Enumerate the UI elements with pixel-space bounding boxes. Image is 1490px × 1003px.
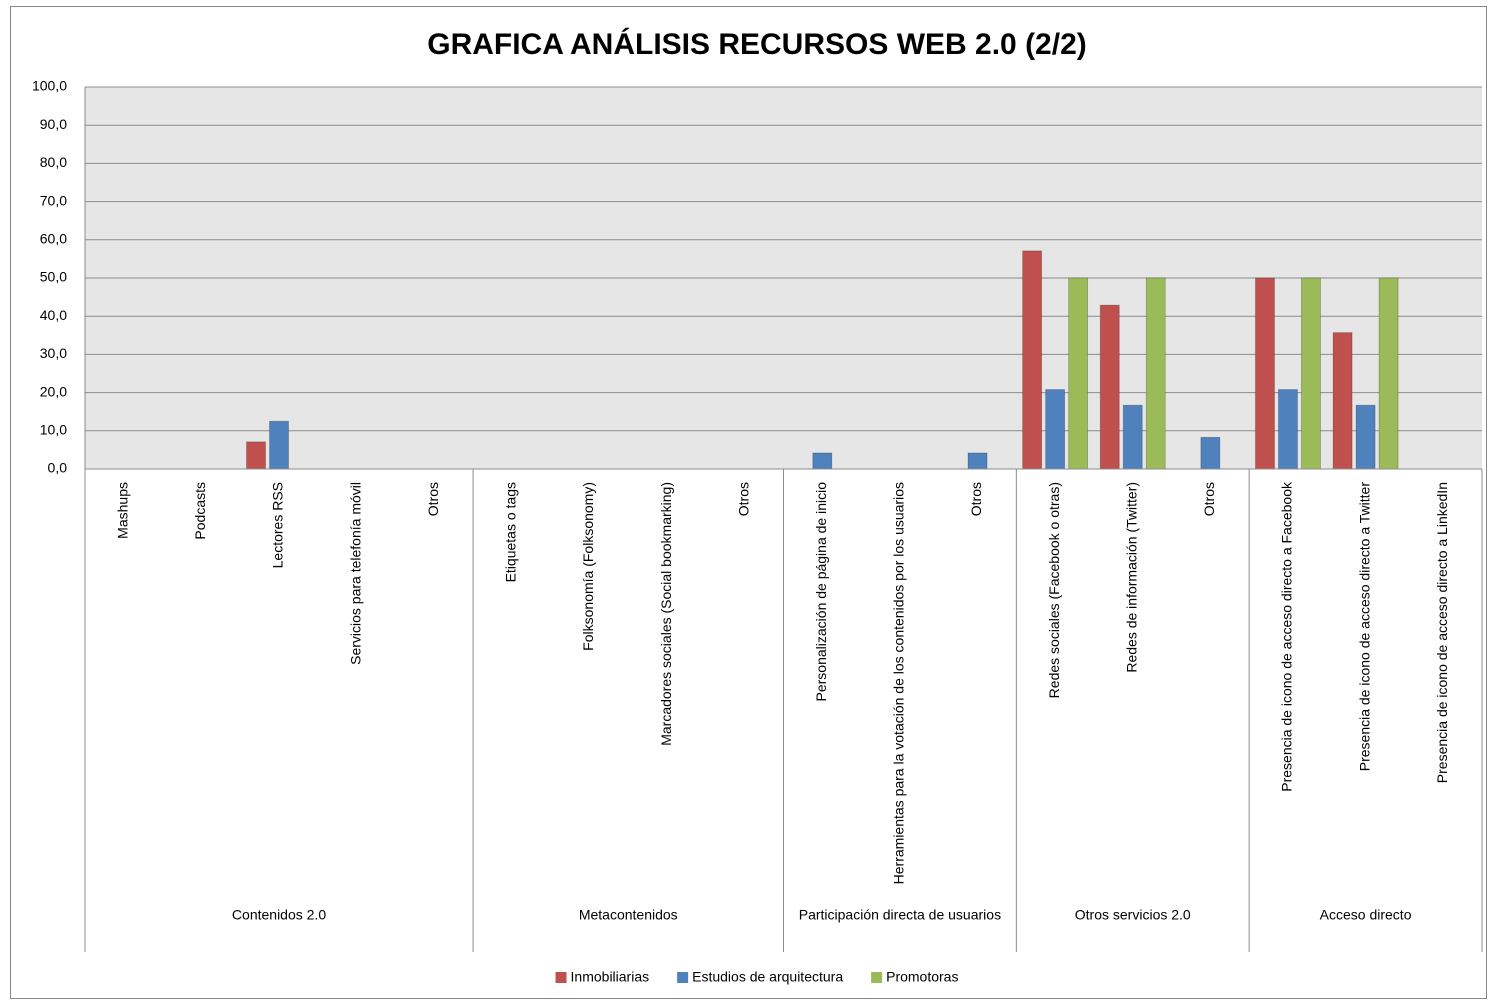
bar (1255, 277, 1275, 470)
legend-swatch (555, 972, 567, 983)
x-tick-label: Otros (735, 482, 751, 516)
bar (1145, 277, 1166, 470)
y-tick-label: 0,0 (48, 460, 68, 476)
group-label: Metacontenidos (579, 907, 678, 923)
x-tick-label: Redes sociales (Facebook o otras) (1046, 482, 1062, 698)
bar (967, 452, 988, 470)
y-tick-label: 80,0 (40, 154, 67, 170)
bar (1122, 404, 1143, 470)
x-tick-label: Podcasts (192, 482, 208, 540)
y-tick-label: 40,0 (40, 307, 67, 323)
x-tick-label: Presencia de icono de acceso directo a T… (1356, 482, 1372, 772)
x-tick-label: Otros (968, 482, 984, 516)
legend-label: Estudios de arquitectura (692, 969, 843, 985)
y-tick-label: 60,0 (40, 231, 67, 247)
y-tick-label: 100,0 (32, 78, 67, 94)
x-tick-label: Etiquetas o tags (503, 482, 519, 582)
x-tick-label: Otros (1201, 482, 1217, 516)
y-tick-label: 90,0 (40, 116, 67, 132)
bar (246, 441, 266, 470)
bar (1355, 404, 1376, 470)
bar (1301, 277, 1321, 470)
x-tick-label: Presencia de icono de acceso directo a F… (1279, 481, 1295, 792)
bar (812, 452, 833, 470)
bar (269, 420, 289, 470)
x-tick-label: Herramientas para la votación de los con… (891, 482, 907, 884)
legend-label: Inmobiliarias (571, 969, 650, 985)
x-tick-label: Folksonomía (Folksonomy) (580, 482, 596, 651)
bar (1022, 250, 1043, 470)
x-tick-label: Marcadores sociales (Social bookmarking) (658, 482, 674, 746)
y-tick-label: 30,0 (40, 345, 67, 361)
x-tick-label: Otros (425, 482, 441, 516)
x-tick-label: Mashups (115, 482, 131, 539)
legend-swatch (677, 972, 689, 983)
legend: Inmobiliarias Estudios de arquitectura Pro… (555, 969, 958, 985)
legend-swatch (871, 972, 883, 983)
group-label: Participación directa de usuarios (799, 907, 1001, 923)
y-tick-label: 10,0 (40, 422, 67, 438)
bar (1068, 277, 1089, 470)
x-tick-label: Presencia de icono de acceso directo a L… (1434, 482, 1450, 783)
y-tick-label: 50,0 (40, 269, 67, 285)
bar (1278, 389, 1298, 470)
x-tick-label: Lectores RSS (270, 482, 286, 568)
legend-label: Promotoras (886, 969, 958, 985)
bar (1200, 436, 1221, 470)
bar (1045, 389, 1066, 470)
y-tick-label: 20,0 (40, 383, 67, 399)
group-label: Otros servicios 2.0 (1075, 907, 1191, 923)
group-label: Acceso directo (1320, 907, 1412, 923)
group-label: Contenidos 2.0 (232, 907, 326, 923)
x-tick-label: Servicios para telefonía móvil (347, 482, 363, 665)
x-tick-label: Personalización de página de inicio (813, 482, 829, 702)
bar (1332, 332, 1353, 470)
bar (1378, 277, 1399, 470)
bar (1099, 304, 1120, 470)
y-tick-label: 70,0 (40, 192, 67, 208)
x-tick-label: Redes de información (Twitter) (1123, 482, 1139, 673)
chart-title: GRAFICA ANÁLISIS RECURSOS WEB 2.0 (2/2) (427, 27, 1087, 61)
